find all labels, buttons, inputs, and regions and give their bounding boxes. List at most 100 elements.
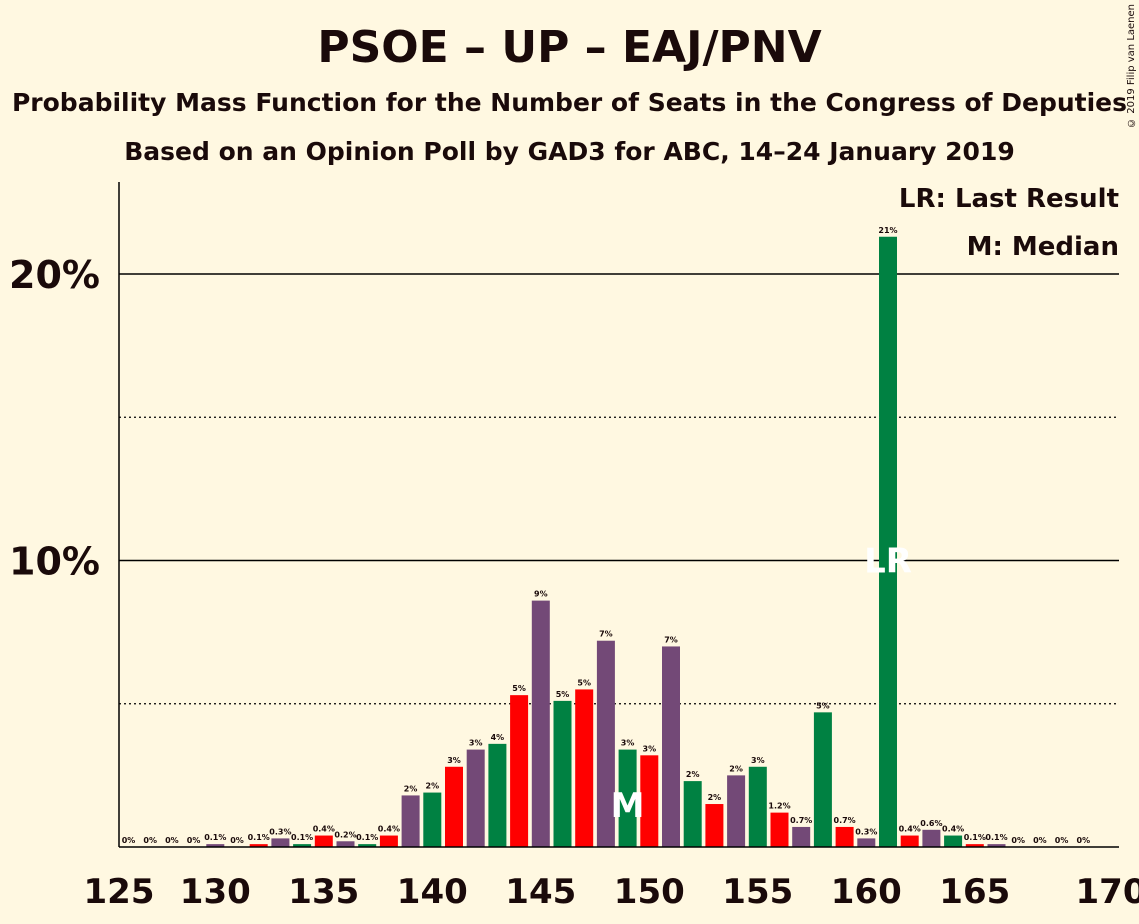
bar-145: [531, 600, 550, 847]
bar-150: [640, 755, 659, 847]
data-label: 0.2%: [334, 830, 356, 839]
x-tick-label: 130: [180, 872, 251, 912]
data-label: 7%: [664, 635, 678, 644]
x-tick-label: 125: [84, 872, 155, 912]
bar-138: [379, 835, 398, 847]
data-label: 0%: [230, 836, 244, 845]
data-label: 1.2%: [768, 802, 790, 811]
data-label: 0.3%: [855, 827, 877, 836]
bar-157: [792, 826, 811, 847]
data-label: 5%: [577, 678, 591, 687]
bar-130: [206, 844, 225, 847]
x-tick-label: 140: [397, 872, 468, 912]
bar-162: [900, 835, 919, 847]
data-label: 7%: [599, 630, 613, 639]
data-label: 0.1%: [204, 833, 226, 842]
data-label: 0%: [122, 836, 136, 845]
bar-139: [401, 795, 420, 847]
chart-source-line: Based on an Opinion Poll by GAD3 for ABC…: [124, 137, 1015, 166]
median-marker: M: [611, 786, 645, 826]
y-tick-label: 10%: [9, 540, 100, 584]
bar-158: [813, 712, 832, 847]
data-label: 2%: [404, 784, 418, 793]
data-label: 5%: [512, 684, 526, 693]
data-label: 3%: [621, 739, 635, 748]
data-label: 2%: [708, 793, 722, 802]
bar-143: [488, 743, 507, 847]
bar-163: [922, 829, 941, 847]
data-label: 4%: [491, 733, 505, 742]
data-label: 0%: [1055, 836, 1069, 845]
bar-153: [705, 804, 724, 847]
bar-140: [423, 792, 442, 847]
bar-148: [596, 640, 615, 847]
data-label: 0.7%: [834, 816, 856, 825]
data-label: 9%: [534, 590, 548, 599]
bar-156: [770, 812, 789, 847]
legend-median: M: Median: [966, 232, 1119, 262]
data-label: 0.6%: [920, 819, 942, 828]
x-tick-label: 145: [505, 872, 576, 912]
x-tick-label: 170: [1076, 872, 1139, 912]
bar-152: [683, 781, 702, 847]
data-label: 0.1%: [985, 833, 1007, 842]
data-label: 5%: [816, 701, 830, 710]
bar-134: [293, 844, 312, 847]
legend-last-result: LR: Last Result: [898, 184, 1119, 214]
bar-164: [944, 835, 963, 847]
bar-155: [748, 766, 767, 847]
last-result-marker: LR: [864, 542, 912, 582]
data-label: 2%: [426, 782, 440, 791]
y-tick-label: 20%: [9, 253, 100, 297]
data-label: 0%: [1033, 836, 1047, 845]
bar-160: [857, 838, 876, 847]
data-label: 0.3%: [269, 827, 291, 836]
x-tick-label: 155: [722, 872, 793, 912]
bar-147: [575, 689, 594, 847]
bar-149: [618, 749, 637, 847]
data-label: 0%: [143, 836, 157, 845]
data-label: 0.1%: [291, 833, 313, 842]
chart-title: PSOE – UP – EAJ/PNV: [317, 22, 822, 73]
bar-142: [466, 749, 485, 847]
data-label: 3%: [447, 756, 461, 765]
data-label: 0%: [165, 836, 179, 845]
data-label: 21%: [878, 226, 897, 235]
x-tick-label: 150: [614, 872, 685, 912]
x-tick-label: 135: [288, 872, 359, 912]
data-label: 5%: [556, 690, 570, 699]
bar-141: [445, 766, 463, 847]
bar-146: [553, 700, 572, 847]
data-label: 0.7%: [790, 816, 812, 825]
bar-144: [510, 695, 529, 847]
data-label: 0.1%: [964, 833, 986, 842]
data-label: 2%: [729, 764, 743, 773]
bar-166: [987, 844, 1006, 847]
data-label: 3%: [469, 739, 483, 748]
bar-135: [314, 835, 333, 847]
data-label: 0.1%: [356, 833, 378, 842]
bar-136: [336, 841, 355, 847]
data-label: 0.4%: [378, 825, 400, 834]
data-label: 3%: [643, 744, 657, 753]
data-label: 3%: [751, 756, 765, 765]
data-label: 0%: [1011, 836, 1025, 845]
bar-133: [271, 838, 290, 847]
data-label: 2%: [686, 770, 700, 779]
data-label: 0.4%: [313, 825, 335, 834]
bar-165: [965, 844, 984, 847]
bar-132: [249, 844, 268, 847]
data-label: 0.4%: [899, 825, 921, 834]
x-tick-label: 160: [831, 872, 902, 912]
data-label: 0.4%: [942, 825, 964, 834]
data-label: 0%: [187, 836, 201, 845]
data-label: 0%: [1077, 836, 1091, 845]
bar-159: [835, 826, 854, 847]
bar-154: [727, 775, 746, 847]
x-tick-label: 165: [939, 872, 1010, 912]
bar-151: [662, 646, 680, 847]
chart-subtitle: Probability Mass Function for the Number…: [11, 88, 1128, 117]
data-label: 0.1%: [248, 833, 270, 842]
bar-161: [879, 236, 897, 847]
